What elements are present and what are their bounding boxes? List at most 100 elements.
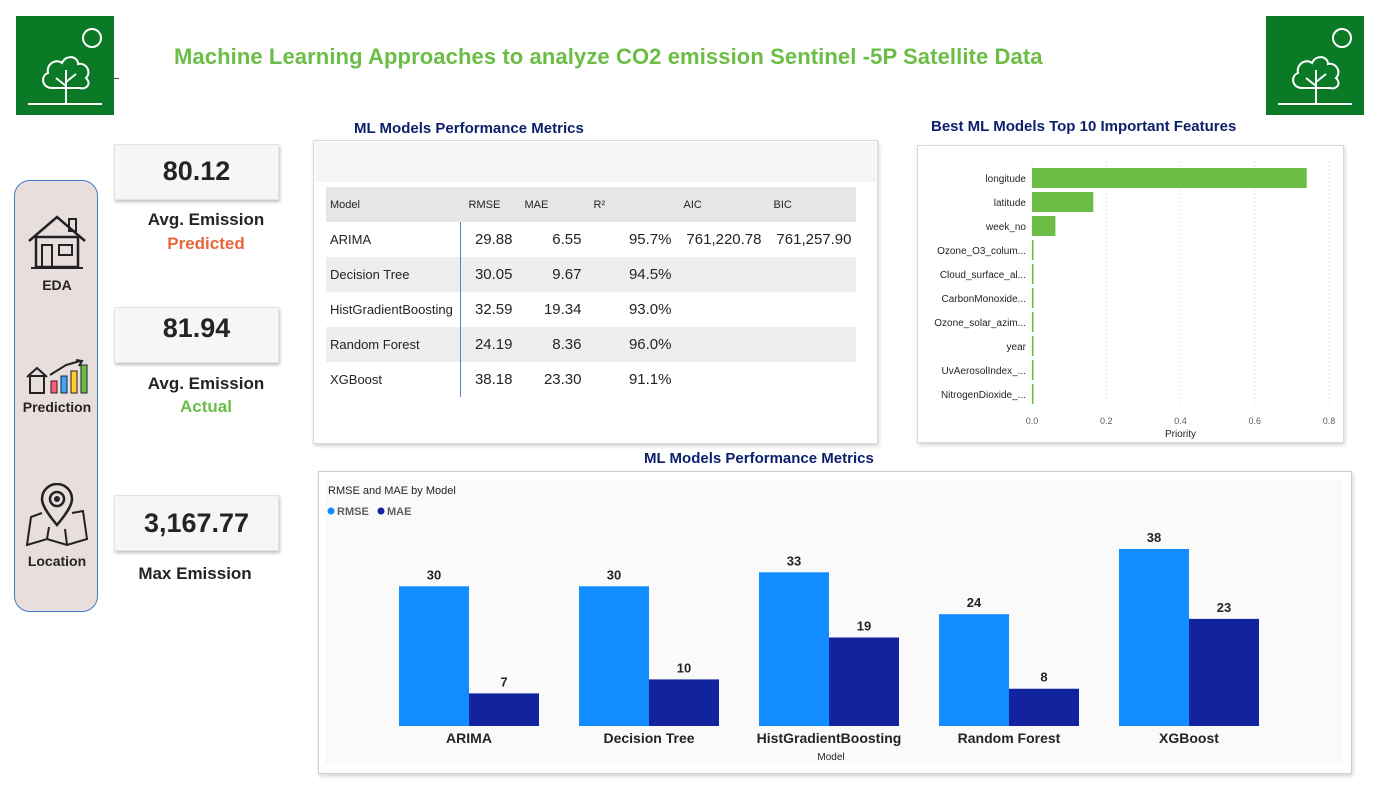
cell-mae: 23.30 bbox=[516, 362, 586, 397]
y-category-label: CarbonMonoxide... bbox=[942, 294, 1027, 305]
cell-model: Decision Tree bbox=[326, 257, 461, 292]
metrics-table: Model RMSE MAE R² AIC BIC ARIMA 29.88 6.… bbox=[326, 187, 856, 397]
feature-bar bbox=[1032, 384, 1034, 404]
nav-item-eda[interactable]: EDA bbox=[15, 211, 99, 293]
house-icon bbox=[28, 215, 86, 269]
table-row: XGBoost 38.18 23.30 91.1% bbox=[326, 362, 856, 397]
feature-bar bbox=[1032, 336, 1034, 356]
cell-r2: 95.7% bbox=[585, 222, 676, 257]
data-label: 10 bbox=[677, 660, 691, 675]
cell-bic: 761,257.90 bbox=[765, 222, 856, 257]
x-tick-label: 0.6 bbox=[1248, 416, 1261, 426]
x-category-label: ARIMA bbox=[446, 730, 492, 746]
cell-bic bbox=[765, 362, 856, 397]
feature-bar bbox=[1032, 288, 1034, 308]
cell-aic bbox=[675, 362, 766, 397]
cell-model: HistGradientBoosting bbox=[326, 292, 461, 327]
kpi-value: 3,167.77 bbox=[143, 508, 250, 538]
metrics-table-panel: Model RMSE MAE R² AIC BIC ARIMA 29.88 6.… bbox=[313, 140, 878, 444]
feature-bar bbox=[1032, 192, 1094, 212]
bar-rmse bbox=[579, 586, 649, 726]
y-category-label: UvAerosolIndex_... bbox=[942, 366, 1027, 377]
panel-header-strip bbox=[315, 142, 876, 182]
kpi-value: 80.12 bbox=[162, 156, 231, 186]
feature-bar bbox=[1032, 264, 1034, 284]
kpi-value: 81.94 bbox=[162, 313, 231, 343]
bar-mae bbox=[1009, 688, 1079, 726]
x-tick-label: 0.4 bbox=[1174, 416, 1187, 426]
x-tick-label: 0.0 bbox=[1026, 416, 1039, 426]
legend-label-rmse: RMSE bbox=[337, 506, 369, 518]
data-label: 23 bbox=[1217, 600, 1231, 615]
cell-r2: 93.0% bbox=[585, 292, 676, 327]
cell-mae: 8.36 bbox=[516, 327, 586, 362]
data-label: 30 bbox=[427, 567, 441, 582]
y-category-label: longitude bbox=[985, 174, 1026, 185]
x-category-label: XGBoost bbox=[1159, 730, 1219, 746]
x-axis-label: Model bbox=[817, 752, 844, 763]
tree-icon bbox=[1278, 28, 1352, 105]
tree-logo-left bbox=[16, 16, 114, 115]
data-label: 19 bbox=[857, 619, 871, 634]
data-label: 24 bbox=[967, 595, 982, 610]
cell-rmse: 30.05 bbox=[460, 257, 517, 292]
section-title-features: Best ML Models Top 10 Important Features bbox=[931, 118, 1237, 135]
rmse-mae-chart: RMSE and MAE by Model RMSE MAE 30 7 ARIMA 30 10… bbox=[318, 471, 1352, 774]
cell-r2: 94.5% bbox=[585, 257, 676, 292]
cell-rmse: 29.88 bbox=[460, 222, 517, 257]
column-header[interactable]: RMSE bbox=[460, 187, 517, 222]
column-header[interactable]: MAE bbox=[516, 187, 586, 222]
feature-importance-svg: 0.0 0.2 0.4 0.6 0.8 longitude latitude week_no O… bbox=[934, 162, 1335, 440]
nav-item-prediction[interactable]: Prediction bbox=[15, 359, 99, 415]
feature-bar bbox=[1032, 168, 1307, 188]
data-label: 33 bbox=[787, 553, 801, 568]
cell-mae: 9.67 bbox=[516, 257, 586, 292]
cell-r2: 96.0% bbox=[585, 327, 676, 362]
cell-bic bbox=[765, 292, 856, 327]
divider bbox=[114, 78, 119, 79]
table-row: ARIMA 29.88 6.55 95.7% 761,220.78 761,25… bbox=[326, 222, 856, 257]
kpi-sub-predicted: Predicted bbox=[167, 234, 245, 253]
cell-model: ARIMA bbox=[326, 222, 461, 257]
table-header-row: Model RMSE MAE R² AIC BIC bbox=[326, 187, 856, 222]
tree-logo-right bbox=[1266, 16, 1364, 115]
y-category-label: Ozone_O3_colum... bbox=[937, 246, 1026, 257]
legend-marker-mae bbox=[377, 507, 385, 515]
legend-label-mae: MAE bbox=[387, 506, 411, 518]
data-label: 8 bbox=[1040, 670, 1047, 685]
cell-model: XGBoost bbox=[326, 362, 461, 397]
nav-item-location[interactable]: Location bbox=[15, 483, 99, 569]
cell-rmse: 24.19 bbox=[460, 327, 517, 362]
section-title-bar-chart: ML Models Performance Metrics bbox=[644, 450, 874, 467]
y-category-label: latitude bbox=[994, 198, 1027, 209]
cell-aic bbox=[675, 327, 766, 362]
legend-marker-rmse bbox=[327, 507, 335, 515]
y-category-label: NitrogenDioxide_... bbox=[941, 390, 1026, 401]
y-category-label: Ozone_solar_azim... bbox=[934, 318, 1026, 329]
side-nav: EDA Prediction Location bbox=[14, 180, 98, 612]
column-header[interactable]: R² bbox=[585, 187, 676, 222]
cell-bic bbox=[765, 257, 856, 292]
nav-label-prediction: Prediction bbox=[22, 399, 92, 415]
kpi-card-predicted: 80.12 bbox=[114, 144, 279, 200]
column-header[interactable]: AIC bbox=[675, 187, 766, 222]
kpi-card-actual: 81.94 bbox=[114, 307, 279, 363]
feature-bar bbox=[1032, 312, 1034, 332]
data-label: 7 bbox=[500, 674, 507, 689]
bar-rmse bbox=[759, 572, 829, 726]
x-category-label: HistGradientBoosting bbox=[757, 730, 902, 746]
feature-bar bbox=[1032, 360, 1034, 380]
cell-aic bbox=[675, 292, 766, 327]
x-tick-label: 0.2 bbox=[1100, 416, 1113, 426]
column-header[interactable]: Model bbox=[326, 187, 461, 222]
map-pin-icon bbox=[25, 483, 89, 547]
bar-mae bbox=[469, 693, 539, 726]
y-category-label: week_no bbox=[985, 222, 1026, 233]
column-header[interactable]: BIC bbox=[765, 187, 856, 222]
section-title-metrics: ML Models Performance Metrics bbox=[354, 120, 584, 137]
kpi-label: Avg. Emission bbox=[147, 210, 265, 229]
bar-rmse bbox=[1119, 549, 1189, 726]
tree-icon bbox=[28, 28, 102, 105]
y-category-label: year bbox=[1007, 342, 1027, 353]
feature-bar bbox=[1032, 240, 1034, 260]
